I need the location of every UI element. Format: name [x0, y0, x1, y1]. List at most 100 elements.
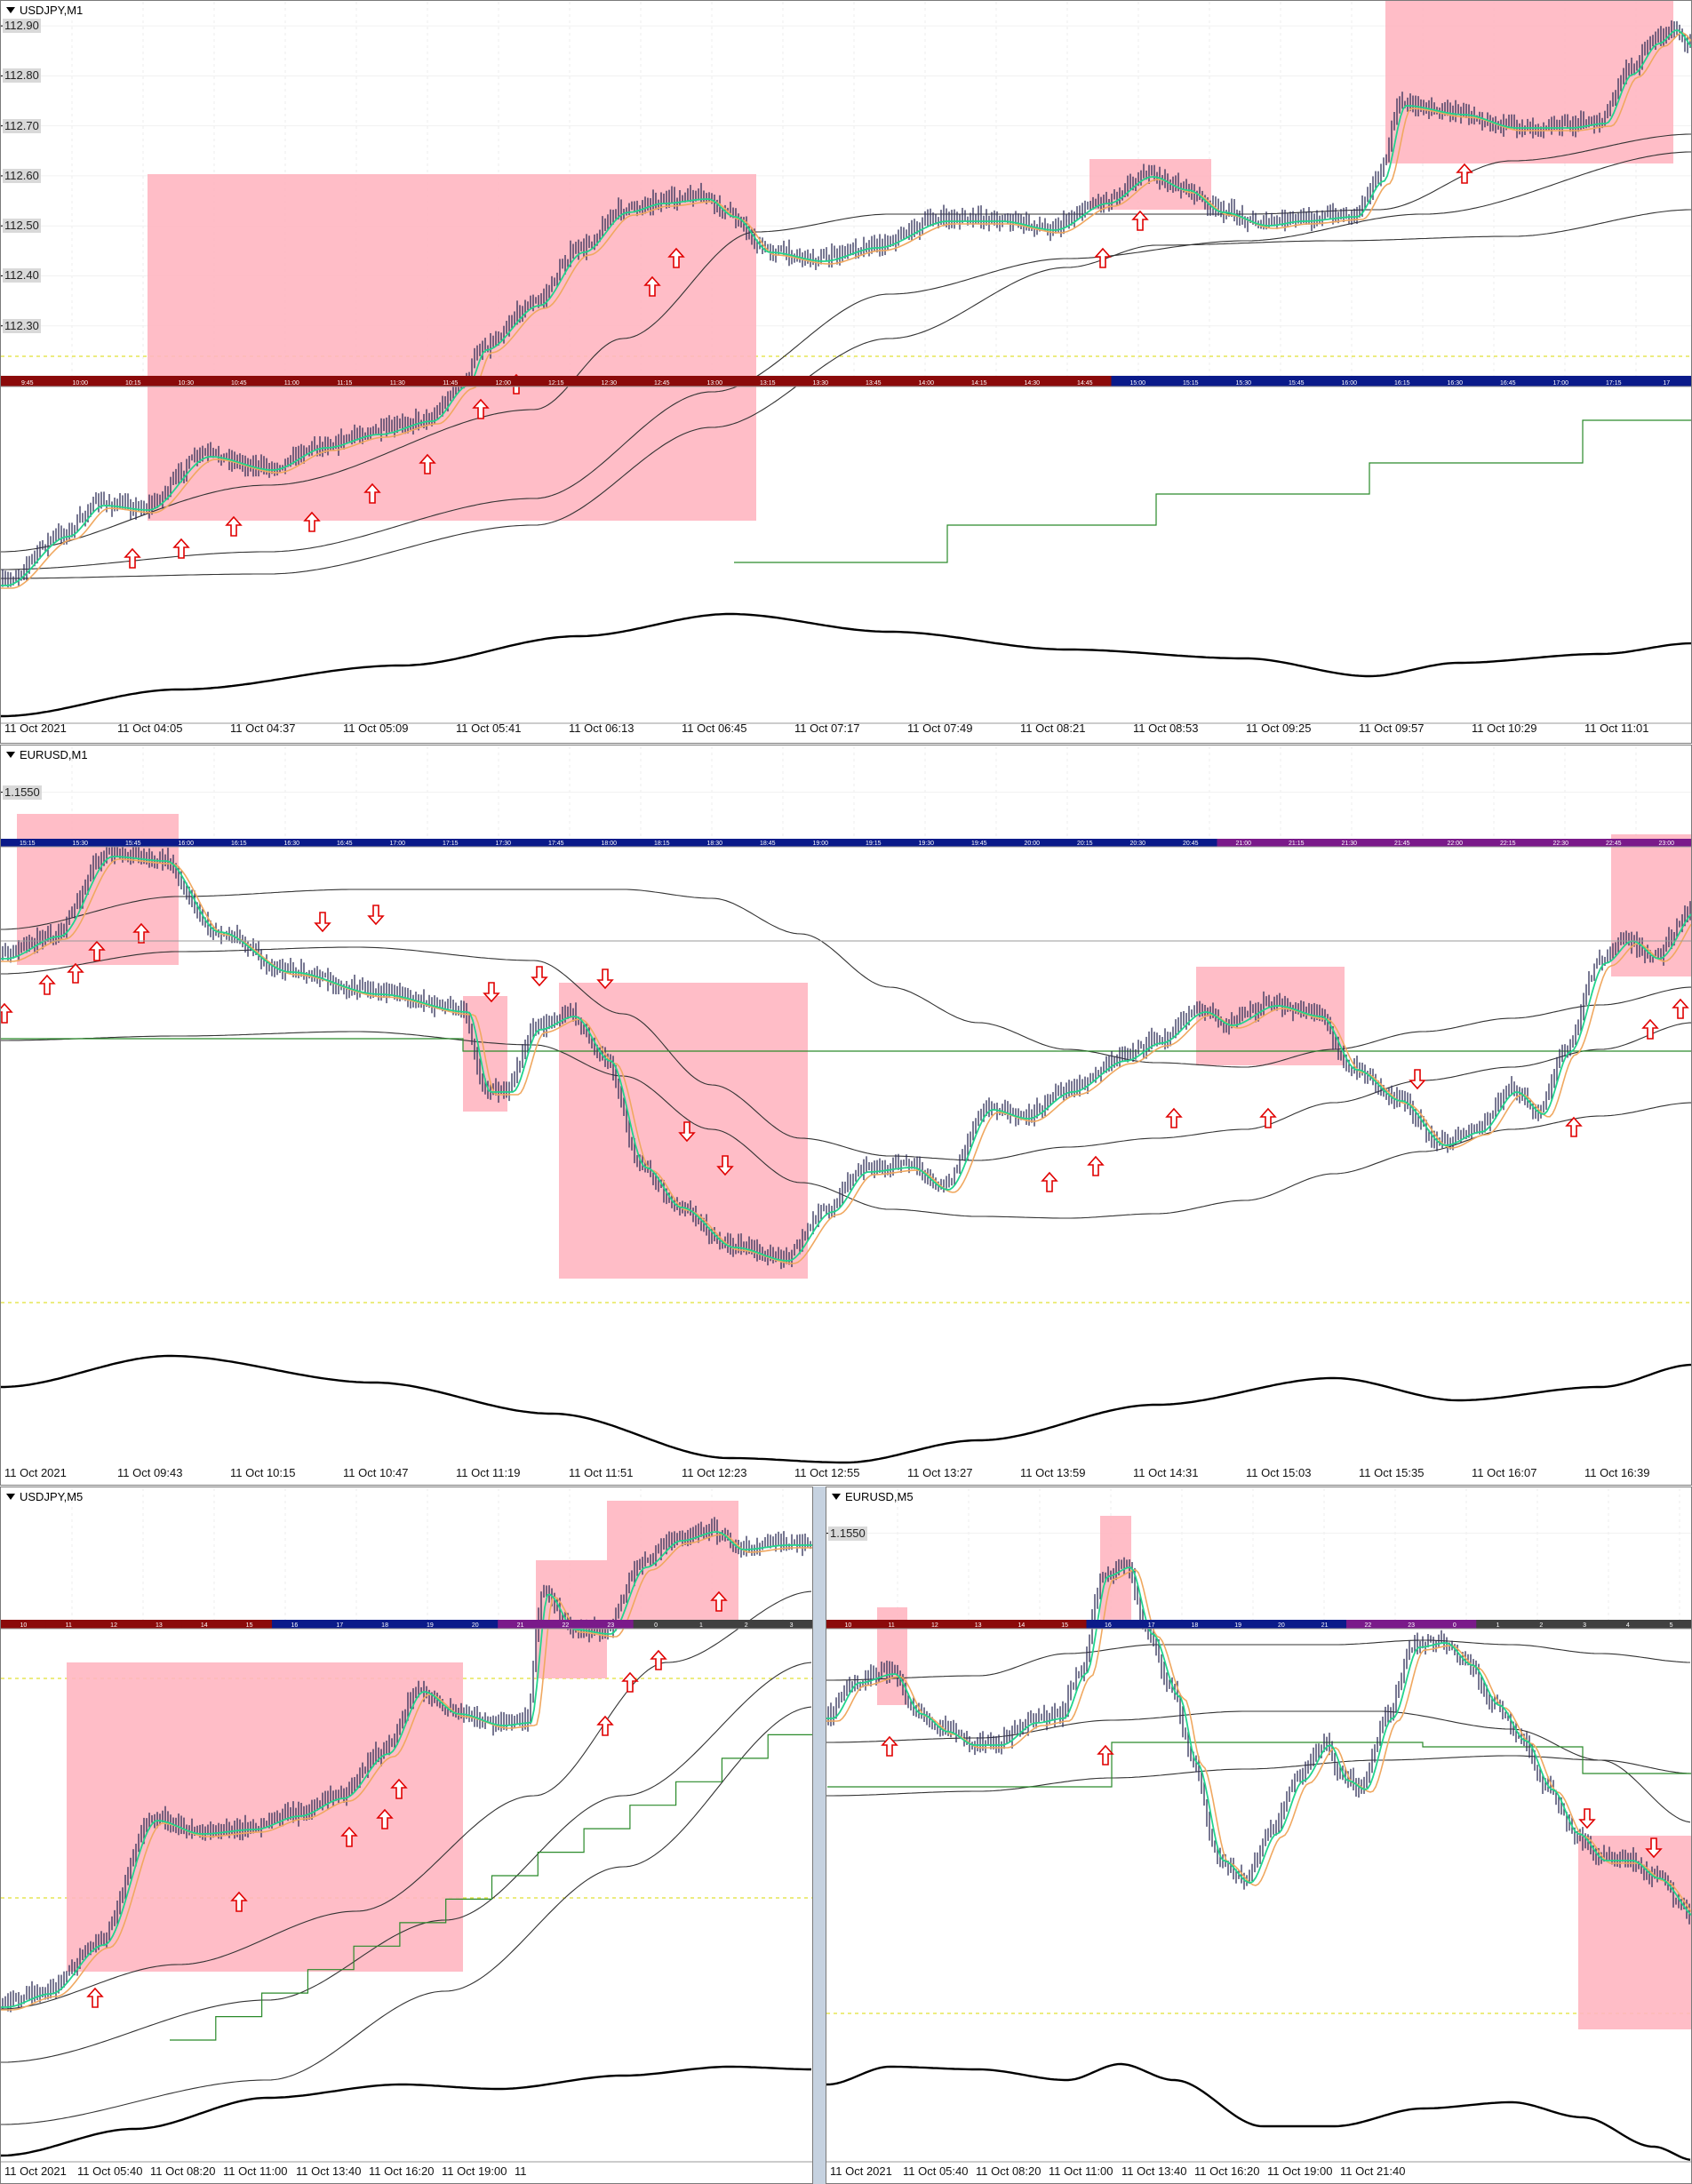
arrow-up-icon — [67, 962, 84, 984]
ema-slow-line — [1, 858, 1691, 1264]
session-label: 11:30 — [390, 380, 405, 387]
time-label: 11 Oct 08:20 — [150, 2164, 216, 2178]
session-label: 19 — [427, 1622, 434, 1629]
session-label: 23 — [607, 1622, 614, 1629]
session-label: 11:00 — [284, 380, 299, 387]
session-cell — [1270, 839, 1323, 847]
session-cell — [1587, 839, 1640, 847]
time-label: 11 Oct 10:29 — [1472, 721, 1537, 735]
time-label: 11 Oct 09:25 — [1246, 721, 1312, 735]
session-cell — [582, 376, 636, 387]
chart-title: EURUSD,M5 — [832, 1490, 914, 1503]
time-label: 11 Oct 12:23 — [682, 1466, 747, 1479]
dropdown-icon[interactable] — [6, 1494, 15, 1500]
moving-average-line — [826, 1639, 1691, 1681]
session-cell — [53, 839, 108, 847]
arrow-up-icon — [1087, 1155, 1105, 1176]
arrow-up-icon — [172, 538, 190, 559]
arrow-up-icon — [132, 922, 150, 944]
chart-canvas-eurusd-m1[interactable]: 15:15 15:30 15:45 16:00 16:15 16:30 16:45 17:00… — [1, 745, 1692, 1486]
dropdown-icon[interactable] — [6, 7, 15, 13]
chart-layer: 9:45 10:00 10:15 10:30 10:45 11:00 11:15 11:30 1… — [1, 1, 1691, 724]
session-label: 10:45 — [231, 380, 247, 387]
chart-canvas-usdjpy-m1[interactable]: 9:45 10:00 10:15 10:30 10:45 11:00 11:15 11:30 1… — [1, 1, 1692, 744]
session-label: 17:15 — [443, 841, 459, 847]
session-cell — [794, 376, 848, 387]
moving-average-line — [826, 1710, 1691, 1823]
session-label: 16:30 — [1447, 380, 1463, 387]
session-cell — [794, 839, 848, 847]
session-cell — [91, 1620, 137, 1629]
session-cell — [723, 1620, 770, 1629]
session-label: 22 — [563, 1622, 570, 1629]
session-label: 16:45 — [337, 841, 353, 847]
time-label: 11 Oct 12:55 — [794, 1466, 860, 1479]
session-label: 19:30 — [918, 841, 934, 847]
session-cell — [1058, 376, 1112, 387]
session-cell — [1520, 1620, 1564, 1629]
session-label: 15:30 — [1235, 380, 1251, 387]
chart-title: USDJPY,M5 — [6, 1490, 83, 1503]
step-line — [827, 1742, 1691, 1788]
chart-window-usdjpy-m1[interactable]: 9:45 10:00 10:15 10:30 10:45 11:00 11:15 11:30 1… — [0, 0, 1692, 744]
chart-title: USDJPY,M1 — [6, 4, 83, 17]
session-label: 17 — [1148, 1622, 1155, 1629]
chart-window-usdjpy-m5[interactable]: 10 11 12 13 14 15 16 17 18 19 20 21 22 23 0 1 2 3 USDJPY,… — [0, 1487, 813, 2184]
chart-window-eurusd-m5[interactable]: 10 11 12 13 14 15 16 17 18 19 20 21 22 23 0 1 2 3 4 5 EURUS… — [826, 1487, 1692, 2184]
session-label: 14:30 — [1024, 380, 1040, 387]
arrow-down-icon — [678, 1121, 696, 1143]
arrow-up-icon — [363, 482, 381, 504]
time-label: 11 Oct 2021 — [4, 1466, 67, 1479]
session-cell — [869, 1620, 914, 1629]
session-label: 20 — [472, 1622, 479, 1629]
window-splitter[interactable] — [813, 1487, 826, 2184]
session-label: 15 — [1061, 1622, 1068, 1629]
arrow-up-icon — [881, 1735, 898, 1757]
chart-layer: 10 11 12 13 14 15 16 17 18 19 20 21 22 23 0 1 2 3 4 5 — [826, 1488, 1691, 2163]
session-cell — [1000, 1620, 1044, 1629]
session-cell — [476, 839, 531, 847]
signal-zone — [67, 1662, 463, 1972]
session-cell — [530, 839, 583, 847]
session-label: 2 — [745, 1622, 748, 1629]
price-label: 112.90 — [3, 19, 41, 34]
session-label: 11 — [888, 1622, 894, 1629]
session-label: 16:00 — [178, 841, 194, 847]
time-label: 11 Oct 07:49 — [907, 721, 973, 735]
session-label: 15 — [246, 1622, 253, 1629]
arrow-up-icon — [1456, 163, 1473, 184]
arrow-up-icon — [1165, 1107, 1183, 1128]
session-cell — [1086, 1620, 1130, 1629]
time-label: 11 Oct 08:21 — [1020, 721, 1086, 735]
session-label: 16 — [291, 1622, 299, 1629]
moving-average-line — [826, 1755, 1691, 1797]
arrow-up-icon — [38, 974, 56, 995]
session-cell — [582, 839, 636, 847]
session-cell — [1270, 376, 1323, 387]
arrow-up-icon — [124, 547, 141, 569]
session-cell — [1534, 376, 1588, 387]
oscillator-line — [1, 612, 1691, 718]
dropdown-icon[interactable] — [832, 1494, 841, 1500]
session-cell — [635, 376, 689, 387]
session-cell — [769, 1620, 812, 1629]
session-cell — [688, 376, 742, 387]
time-label: 11 Oct 10:47 — [343, 1466, 409, 1479]
dropdown-icon[interactable] — [6, 752, 15, 758]
moving-average-line — [1, 889, 1691, 1068]
time-label: 11 Oct 2021 — [830, 2164, 892, 2178]
arrow-up-icon — [1097, 1744, 1114, 1766]
chart-window-eurusd-m1[interactable]: 15:15 15:30 15:45 16:00 16:15 16:30 16:45 17:00… — [0, 745, 1692, 1486]
session-label: 13 — [156, 1622, 163, 1629]
session-label: 16:15 — [1394, 380, 1410, 387]
moving-average-line — [1, 946, 1691, 1161]
arrow-up-icon — [596, 1715, 614, 1736]
session-cell — [476, 376, 531, 387]
session-cell — [847, 376, 900, 387]
chart-canvas-usdjpy-m5[interactable]: 10 11 12 13 14 15 16 17 18 19 20 21 22 23 0 1 2 3 — [1, 1487, 813, 2184]
session-cell — [1111, 376, 1165, 387]
session-label: 15:15 — [20, 841, 36, 847]
chart-canvas-eurusd-m5[interactable]: 10 11 12 13 14 15 16 17 18 19 20 21 22 23 0 1 2 3 4 5 — [826, 1487, 1692, 2184]
session-label: 15:45 — [125, 841, 141, 847]
session-label: 22:45 — [1606, 841, 1622, 847]
